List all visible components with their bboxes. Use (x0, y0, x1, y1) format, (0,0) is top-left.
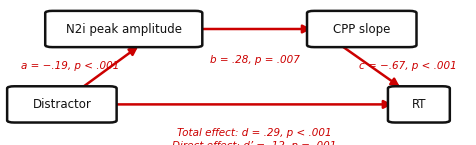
FancyBboxPatch shape (307, 11, 416, 47)
Text: Distractor: Distractor (32, 98, 91, 111)
Text: a = −.19, p < .001: a = −.19, p < .001 (21, 61, 120, 71)
Text: Total effect: d = .29, p < .001
Direct effect: d’ = .12, p = .001: Total effect: d = .29, p < .001 Direct e… (172, 128, 337, 145)
FancyBboxPatch shape (7, 86, 117, 123)
FancyBboxPatch shape (388, 86, 450, 123)
Text: N2i peak amplitude: N2i peak amplitude (66, 22, 182, 36)
Text: RT: RT (412, 98, 426, 111)
Text: b = .28, p = .007: b = .28, p = .007 (210, 55, 299, 65)
FancyBboxPatch shape (45, 11, 202, 47)
Text: c = −.67, p < .001: c = −.67, p < .001 (359, 61, 457, 71)
Text: CPP slope: CPP slope (333, 22, 390, 36)
